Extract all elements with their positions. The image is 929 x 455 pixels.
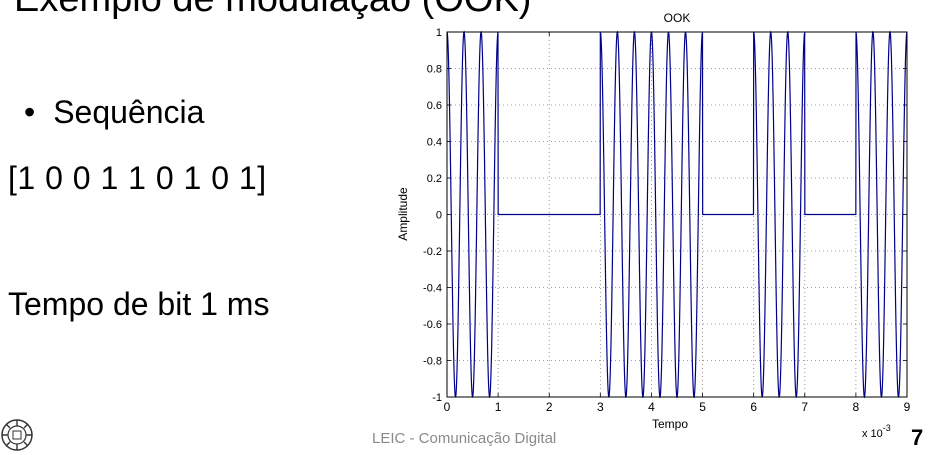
y-tick-label: -0.6 <box>423 319 442 331</box>
y-tick-label: -1 <box>432 392 442 404</box>
y-tick-label: -0.4 <box>423 283 442 295</box>
x-tick-label: 4 <box>648 400 655 414</box>
y-tick-label: 1 <box>436 27 442 39</box>
y-tick-label: -0.8 <box>423 356 442 368</box>
university-seal-icon <box>1 419 33 451</box>
chart-title: OOK <box>664 11 691 25</box>
y-tick-label: 0.2 <box>427 173 442 185</box>
x-tick-label: 1 <box>495 400 502 414</box>
plot-frame <box>446 31 908 398</box>
bullet-item: • Sequência <box>24 94 204 131</box>
bullet-icon: • <box>24 94 36 130</box>
x-multiplier-label: x 10-3 <box>862 423 891 440</box>
x-multiplier-exponent: -3 <box>883 423 891 433</box>
y-tick-label: -0.2 <box>423 246 442 258</box>
y-tick-label: 0 <box>436 210 442 222</box>
x-tick-label: 6 <box>750 400 757 414</box>
slide-number: 7 <box>911 425 924 450</box>
footer-text: LEIC - Comunicação Digital <box>372 430 557 447</box>
y-tick-label: 0.8 <box>427 64 442 76</box>
x-tick-label: 5 <box>699 400 706 414</box>
x-tick-label: 9 <box>904 400 911 414</box>
bit-sequence: [1 0 0 1 1 0 1 0 1] <box>8 160 267 196</box>
x-tick-label: 8 <box>853 400 860 414</box>
x-tick-label: 7 <box>801 400 808 414</box>
slide-title: Exemplo de modulação (OOK) <box>14 0 531 21</box>
y-tick-label: 0.4 <box>427 137 442 149</box>
y-tick-label: 0.6 <box>427 100 442 112</box>
x-tick-label: 3 <box>597 400 604 414</box>
bullet-label: Sequência <box>53 94 205 130</box>
y-axis-label: Amplitude <box>396 187 410 241</box>
bit-time-text: Tempo de bit 1 ms <box>8 286 270 322</box>
x-tick-label: 0 <box>444 400 451 414</box>
x-tick-label: 2 <box>546 400 553 414</box>
x-axis-label: Tempo <box>652 417 688 431</box>
